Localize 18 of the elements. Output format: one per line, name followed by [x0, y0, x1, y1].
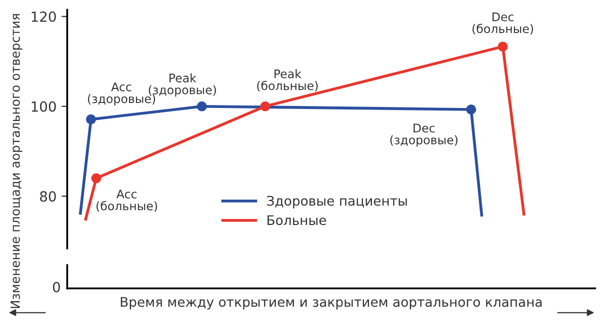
point	[86, 114, 96, 124]
text: 0	[52, 282, 60, 292]
y-tick-label: 100	[32, 101, 56, 112]
point	[260, 101, 270, 112]
annotation: Peak (больные)	[257, 69, 318, 92]
annotation: Acc (больные)	[96, 190, 158, 212]
legend-label: Больные	[268, 215, 326, 226]
y-tick-label: 120	[32, 11, 56, 22]
point	[196, 101, 207, 112]
annotation: Dec (больные)	[472, 12, 534, 35]
y-tick-label: 80	[40, 191, 56, 202]
text: Время между открытием и закрытием аортального клапана	[120, 297, 542, 310]
annotation: Dec (здоровые)	[390, 124, 458, 147]
y-axis-title: Изменение площади аортального отверстия	[10, 14, 22, 308]
point	[91, 173, 102, 184]
point	[466, 104, 476, 114]
legend-label: Здоровые пациенты	[267, 196, 407, 208]
point	[498, 42, 508, 52]
